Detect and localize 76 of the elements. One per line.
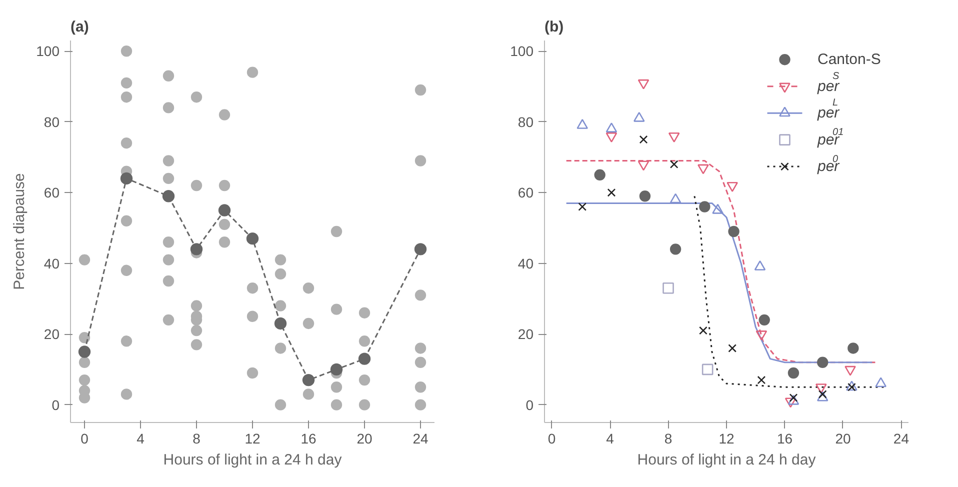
y-tick-label: 60	[44, 184, 60, 201]
x-tick-label: 12	[244, 430, 260, 446]
legend-label: perL	[816, 97, 840, 122]
x-tick-label: 4	[136, 430, 145, 446]
point	[639, 190, 651, 202]
y-tick-label: 80	[44, 114, 60, 130]
point	[728, 226, 740, 238]
y-tick-label: 20	[44, 326, 60, 342]
point	[702, 364, 714, 376]
y-tick-label: 60	[518, 184, 534, 201]
point	[662, 282, 674, 294]
point	[638, 79, 650, 90]
legend-label: per01	[816, 127, 844, 148]
y-tick-label: 80	[518, 114, 534, 130]
point	[728, 344, 737, 352]
y-tick-label: 40	[44, 255, 60, 272]
point	[698, 164, 709, 174]
x-tick-label: 8	[192, 430, 201, 446]
x-tick-label: 8	[664, 430, 672, 446]
chart-title: (b)	[544, 18, 564, 36]
point	[757, 376, 766, 384]
point	[699, 201, 710, 212]
legend-label: Canton-S	[818, 51, 881, 68]
x-tick-label: 20	[356, 430, 372, 446]
point	[816, 356, 828, 368]
point	[848, 342, 859, 354]
x-axis-title: Hours of light in a 24 h day	[637, 452, 816, 468]
point	[699, 326, 708, 335]
point	[302, 374, 315, 386]
x-tick-label: 16	[300, 430, 316, 446]
point	[218, 204, 231, 216]
point	[606, 132, 618, 142]
point	[668, 132, 680, 142]
point	[789, 394, 798, 402]
chart-title: (a)	[70, 18, 89, 36]
x-tick-label: 16	[776, 430, 793, 446]
point	[726, 182, 738, 192]
y-axis-title: Percent diapause	[11, 173, 28, 290]
point	[190, 243, 203, 256]
y-tick-label: 0	[526, 396, 534, 413]
point	[358, 352, 371, 365]
x-tick-label: 0	[548, 430, 556, 446]
legend-label: per0	[816, 154, 840, 176]
x-tick-label: 0	[80, 430, 89, 446]
point	[875, 377, 886, 388]
legend-label: perS	[816, 70, 840, 95]
point	[638, 160, 650, 171]
point	[788, 394, 800, 405]
y-tick-label: 20	[518, 326, 534, 342]
point	[607, 188, 616, 197]
x-tick-label: 12	[718, 430, 734, 446]
point	[578, 202, 587, 211]
point	[818, 390, 827, 398]
y-tick-label: 40	[518, 255, 534, 272]
x-tick-label: 24	[893, 430, 910, 446]
point	[670, 244, 682, 255]
point	[330, 363, 343, 376]
point	[758, 314, 770, 326]
point	[162, 190, 175, 202]
point	[274, 317, 287, 330]
point	[788, 367, 800, 379]
x-tick-label: 24	[412, 430, 428, 446]
x-axis-title: Hours of light in a 24 h day	[163, 452, 342, 468]
point	[246, 232, 259, 245]
y-tick-label: 0	[52, 396, 60, 413]
point	[414, 243, 427, 256]
point	[594, 169, 606, 180]
point	[639, 135, 648, 144]
point	[120, 172, 133, 185]
point	[78, 346, 91, 358]
point	[816, 391, 828, 402]
x-tick-label: 20	[835, 430, 851, 446]
y-tick-label: 100	[36, 43, 60, 60]
x-tick-label: 4	[606, 430, 614, 446]
y-tick-label: 100	[510, 43, 534, 60]
point	[670, 160, 678, 168]
